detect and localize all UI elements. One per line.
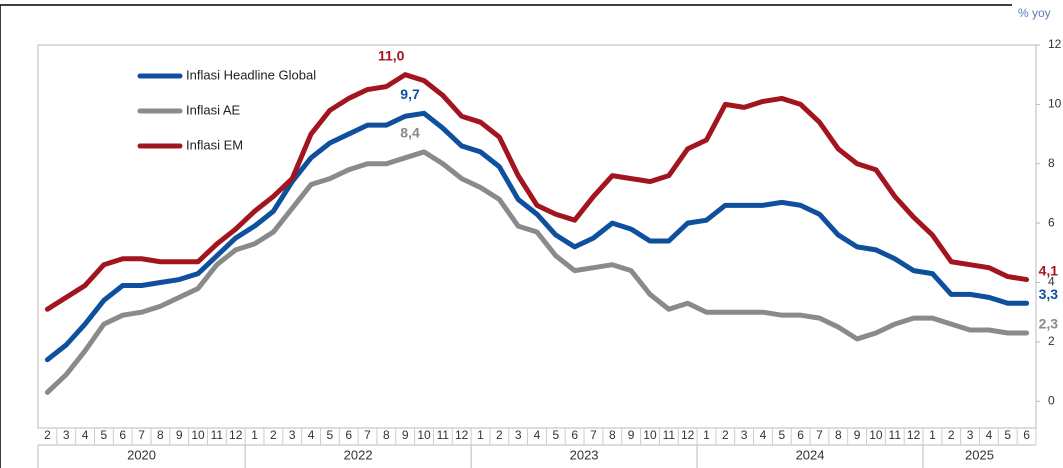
x-tick-label: 3 — [63, 428, 70, 442]
value-label: 9,7 — [400, 86, 420, 102]
y-tick-label: 12 — [1048, 37, 1062, 51]
x-tick-label: 7 — [816, 428, 823, 442]
x-tick-label: 9 — [176, 428, 183, 442]
series-line — [44, 72, 1030, 312]
year-label: 2023 — [570, 447, 599, 462]
series-line — [44, 149, 1030, 395]
x-tick-label: 5 — [101, 428, 108, 442]
x-tick-label: 11 — [211, 428, 224, 442]
x-tick-label: 5 — [552, 428, 559, 442]
x-tick-label: 8 — [835, 428, 842, 442]
x-tick-label: 10 — [869, 428, 883, 442]
x-tick-label: 5 — [778, 428, 785, 442]
x-tick-label: 9 — [628, 428, 635, 442]
x-tick-label: 1 — [251, 428, 258, 442]
y-tick-label: 0 — [1048, 393, 1055, 407]
value-label: 4,1 — [1039, 262, 1059, 278]
x-tick-label: 3 — [741, 428, 748, 442]
x-tick-label: 8 — [383, 428, 390, 442]
x-tick-label: 8 — [609, 428, 616, 442]
value-label: 2,3 — [1039, 316, 1059, 332]
year-label: 2025 — [965, 447, 994, 462]
value-label: 8,4 — [400, 125, 420, 141]
x-tick-label: 12 — [455, 428, 469, 442]
x-tick-label: 4 — [534, 428, 541, 442]
legend-label: Inflasi EM — [186, 137, 243, 152]
x-tick-label: 3 — [967, 428, 974, 442]
x-tick-label: 5 — [327, 428, 334, 442]
year-label: 2024 — [796, 447, 825, 462]
unit-label: % yoy — [1018, 6, 1051, 20]
series-line — [44, 110, 1030, 363]
x-tick-label: 2 — [44, 428, 51, 442]
x-tick-label: 1 — [477, 428, 484, 442]
x-tick-label: 9 — [854, 428, 861, 442]
x-tick-label: 7 — [138, 428, 145, 442]
x-tick-label: 7 — [590, 428, 597, 442]
x-tick-label: 10 — [643, 428, 657, 442]
x-tick-label: 6 — [1023, 428, 1030, 442]
x-tick-label: 4 — [308, 428, 315, 442]
x-tick-label: 10 — [191, 428, 205, 442]
legend-label: Inflasi AE — [186, 102, 241, 117]
x-tick-label: 6 — [119, 428, 126, 442]
value-label: 3,3 — [1039, 286, 1059, 302]
y-tick-label: 8 — [1048, 156, 1055, 170]
x-tick-label: 3 — [515, 428, 522, 442]
x-tick-label: 5 — [1004, 428, 1011, 442]
x-tick-label: 4 — [986, 428, 993, 442]
plot-area — [37, 44, 1037, 429]
year-label: 2022 — [344, 447, 373, 462]
x-tick-label: 9 — [402, 428, 409, 442]
year-label: 2020 — [127, 447, 156, 462]
x-tick-label: 4 — [760, 428, 767, 442]
x-tick-label: 7 — [364, 428, 371, 442]
x-tick-label: 4 — [82, 428, 89, 442]
x-tick-label: 11 — [889, 428, 902, 442]
x-tick-label: 2 — [270, 428, 277, 442]
legend-label: Inflasi Headline Global — [186, 67, 316, 82]
x-tick-label: 2 — [722, 428, 729, 442]
x-tick-label: 6 — [571, 428, 578, 442]
x-tick-label: 12 — [681, 428, 695, 442]
x-tick-label: 10 — [417, 428, 431, 442]
y-tick-label: 2 — [1048, 334, 1055, 348]
y-tick-label: 4 — [1048, 275, 1055, 289]
x-tick-label: 2 — [948, 428, 955, 442]
x-tick-label: 1 — [929, 428, 936, 442]
value-label: 11,0 — [378, 47, 405, 63]
x-tick-label: 6 — [345, 428, 352, 442]
x-tick-label: 12 — [229, 428, 243, 442]
x-tick-label: 6 — [797, 428, 804, 442]
x-tick-label: 8 — [157, 428, 164, 442]
x-tick-label: 12 — [907, 428, 921, 442]
x-tick-label: 11 — [663, 428, 676, 442]
x-tick-label: 1 — [703, 428, 710, 442]
y-tick-label: 6 — [1048, 215, 1055, 229]
x-tick-label: 3 — [289, 428, 296, 442]
x-tick-label: 2 — [496, 428, 503, 442]
x-tick-label: 11 — [437, 428, 450, 442]
y-tick-label: 10 — [1048, 97, 1062, 111]
